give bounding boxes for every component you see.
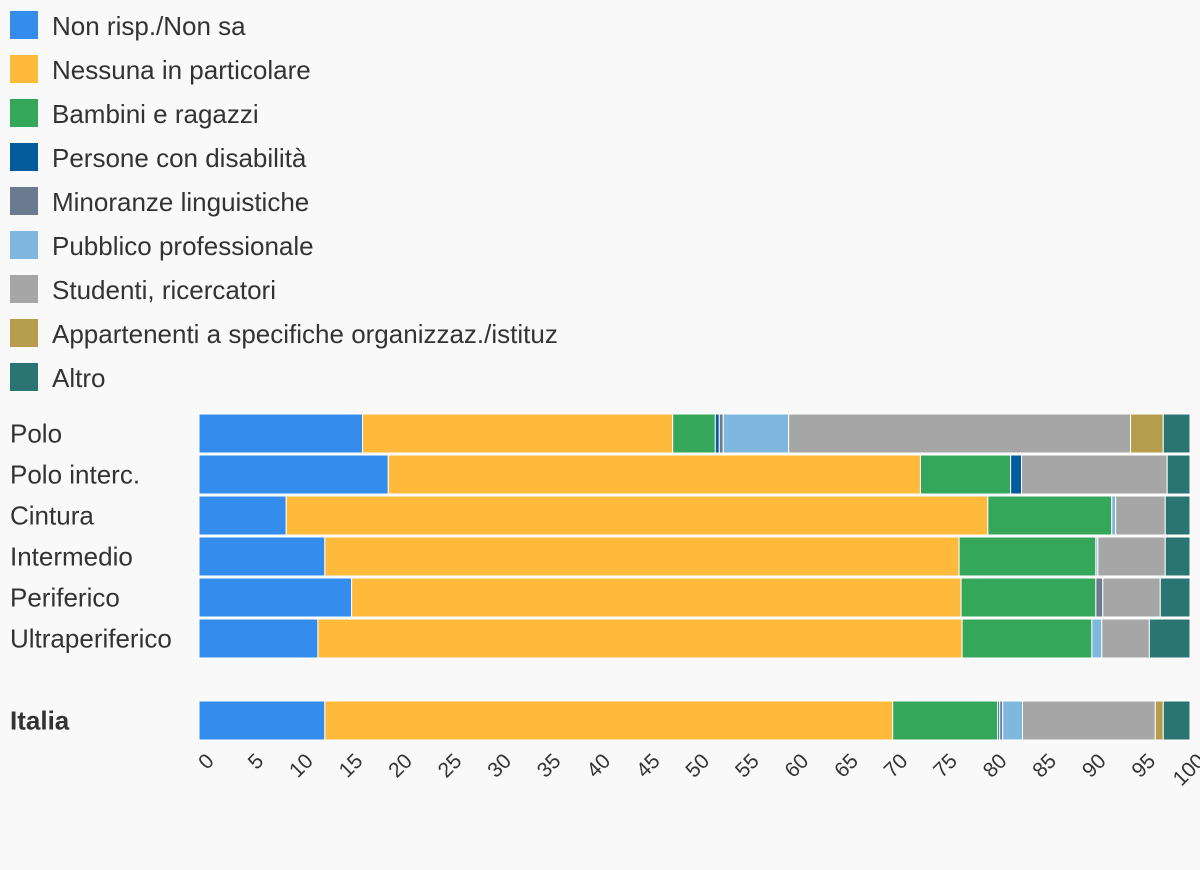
bar-segment xyxy=(960,577,1097,618)
bar-segment xyxy=(1097,536,1166,577)
x-tick-label: 95 xyxy=(1127,749,1160,782)
legend-label: Studenti, ricercatori xyxy=(52,275,276,305)
bar-segment xyxy=(1130,413,1164,454)
bar-segment xyxy=(362,413,674,454)
bar-segment xyxy=(1021,454,1168,495)
category-label: Polo interc. xyxy=(10,460,140,490)
bar-segment xyxy=(1101,618,1150,659)
x-tick-label: 90 xyxy=(1078,749,1111,782)
x-tick-label: 70 xyxy=(880,749,913,782)
bar-segment xyxy=(714,413,720,454)
bar-segment xyxy=(1022,700,1156,741)
x-tick-label: 45 xyxy=(632,749,665,782)
legend-label: Altro xyxy=(52,363,106,393)
bar-segment xyxy=(198,413,364,454)
bar-segment xyxy=(1115,495,1166,536)
bar-segment xyxy=(1166,454,1191,495)
legend-swatch xyxy=(10,275,38,303)
x-tick-label: 0 xyxy=(194,749,219,774)
x-tick-label: 65 xyxy=(830,749,863,782)
category-label: Cintura xyxy=(10,501,94,531)
bar-segment xyxy=(718,413,724,454)
bar-segment xyxy=(1164,536,1191,577)
legend-swatch xyxy=(10,99,38,127)
legend-swatch xyxy=(10,187,38,215)
x-tick-label: 55 xyxy=(731,749,764,782)
bar-segment xyxy=(1154,700,1164,741)
x-tick-label: 50 xyxy=(681,749,714,782)
bar-segment xyxy=(1148,618,1191,659)
bar-segment xyxy=(919,454,1012,495)
bar-segment xyxy=(198,495,287,536)
legend-swatch xyxy=(10,11,38,39)
bar-segment xyxy=(351,577,962,618)
bar-segment xyxy=(1091,618,1103,659)
x-tick-label: 100 xyxy=(1169,749,1200,790)
legend-label: Non risp./Non sa xyxy=(52,11,246,41)
x-tick-label: 10 xyxy=(285,749,318,782)
bar-segment xyxy=(324,536,960,577)
bar-segment xyxy=(1111,495,1117,536)
x-tick-label: 80 xyxy=(979,749,1012,782)
bar-segment xyxy=(961,618,1093,659)
bar-segment xyxy=(198,536,326,577)
category-label: Intermedio xyxy=(10,542,133,572)
bar-segment xyxy=(1164,495,1191,536)
bar-segment xyxy=(387,454,921,495)
x-tick-label: 75 xyxy=(929,749,962,782)
bar-segment xyxy=(1002,700,1024,741)
x-tick-label: 5 xyxy=(244,749,269,774)
bar-segment xyxy=(672,413,716,454)
legend-label: Appartenenti a specifiche organizzaz./is… xyxy=(52,319,558,349)
bar-segment xyxy=(198,700,326,741)
bar-segment xyxy=(317,618,963,659)
category-label: Periferico xyxy=(10,583,120,613)
bar-segment xyxy=(198,577,353,618)
bar-segment xyxy=(722,413,790,454)
x-tick-label: 40 xyxy=(582,749,615,782)
legend-swatch xyxy=(10,231,38,259)
bar-segment xyxy=(1095,577,1104,618)
category-label: Polo xyxy=(10,419,62,449)
bar-segment xyxy=(1162,413,1191,454)
x-tick-label: 25 xyxy=(434,749,467,782)
x-tick-label: 15 xyxy=(335,749,368,782)
bar-segment xyxy=(892,700,999,741)
legend-swatch xyxy=(10,143,38,171)
bar-segment xyxy=(987,495,1113,536)
bar-segment xyxy=(1010,454,1023,495)
x-tick-label: 20 xyxy=(384,749,417,782)
legend-label: Minoranze linguistiche xyxy=(52,187,310,217)
category-label: Italia xyxy=(10,706,70,736)
bar-segment xyxy=(788,413,1132,454)
bar-segment xyxy=(198,618,319,659)
bar-segment xyxy=(1162,700,1191,741)
legend-label: Nessuna in particolare xyxy=(52,55,311,85)
legend-swatch xyxy=(10,55,38,83)
legend-label: Bambini e ragazzi xyxy=(52,99,259,129)
x-tick-label: 85 xyxy=(1028,749,1061,782)
bar-segment xyxy=(958,536,1097,577)
category-label: Ultraperiferico xyxy=(10,624,172,654)
legend-swatch xyxy=(10,319,38,347)
x-tick-label: 60 xyxy=(781,749,814,782)
bar-segment xyxy=(285,495,989,536)
bar-segment xyxy=(324,700,894,741)
legend-label: Pubblico professionale xyxy=(52,231,314,261)
legend-label: Persone con disabilità xyxy=(52,143,307,173)
bar-segment xyxy=(1102,577,1161,618)
legend-swatch xyxy=(10,363,38,391)
bar-segment xyxy=(1159,577,1191,618)
x-tick-label: 35 xyxy=(533,749,566,782)
x-tick-label: 30 xyxy=(483,749,516,782)
bar-segment xyxy=(198,454,389,495)
